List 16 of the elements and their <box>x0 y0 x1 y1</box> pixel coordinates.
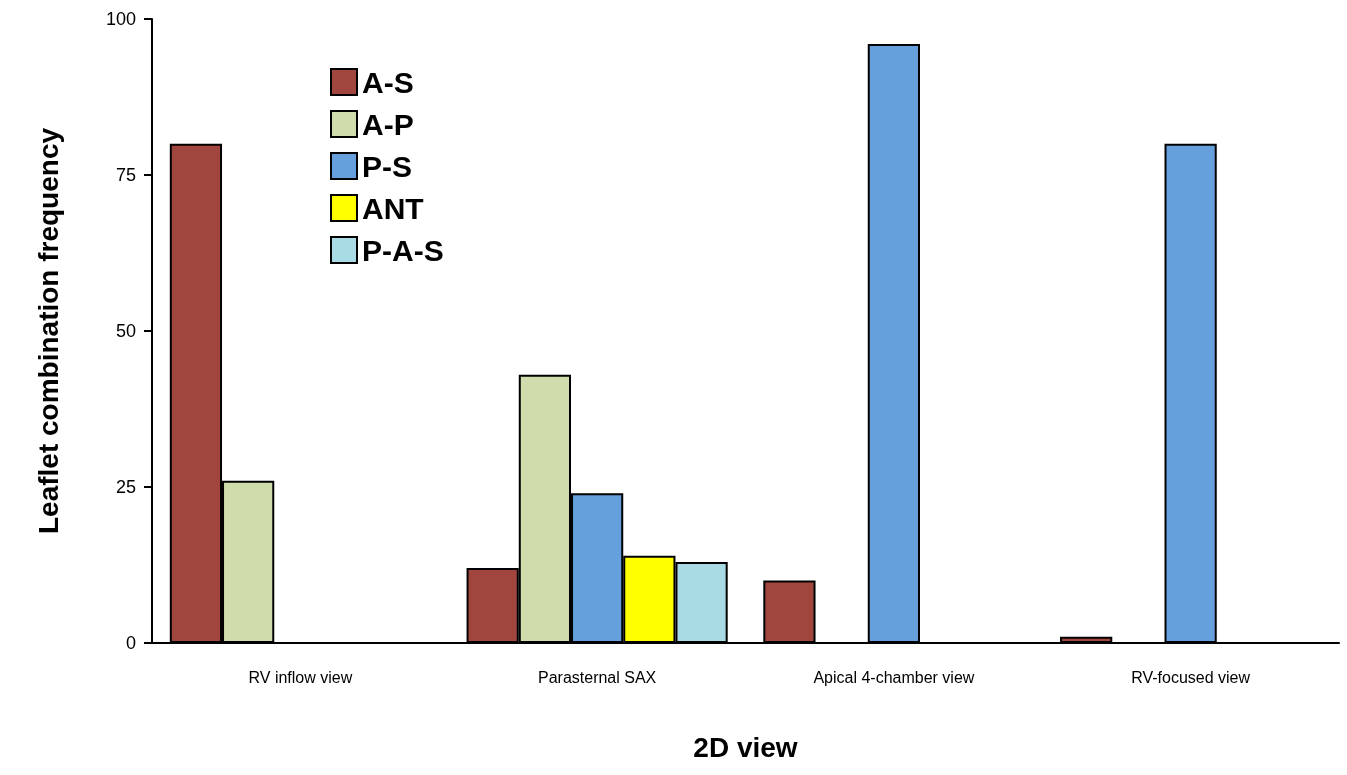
legend-label: A-P <box>362 107 414 141</box>
x-tick-label: RV inflow view <box>248 668 353 686</box>
y-tick-label: 0 <box>125 633 136 653</box>
y-tick-label: 25 <box>115 477 136 497</box>
x-tick-label: RV-focused view <box>1131 668 1251 686</box>
legend-label: P-S <box>362 149 413 183</box>
legend-label: P-A-S <box>362 233 444 267</box>
y-tick-label: 50 <box>115 321 136 341</box>
legend-label: ANT <box>362 191 424 225</box>
y-tick-label: 75 <box>115 165 136 185</box>
y-tick-label: 100 <box>105 9 136 29</box>
y-axis-title: Leaflet combination frequency <box>32 127 64 535</box>
x-axis-title: 2D view <box>693 731 798 763</box>
legend-label: A-S <box>362 65 414 99</box>
x-tick-label: Apical 4-chamber view <box>813 668 975 686</box>
x-tick-label: Parasternal SAX <box>537 668 657 686</box>
